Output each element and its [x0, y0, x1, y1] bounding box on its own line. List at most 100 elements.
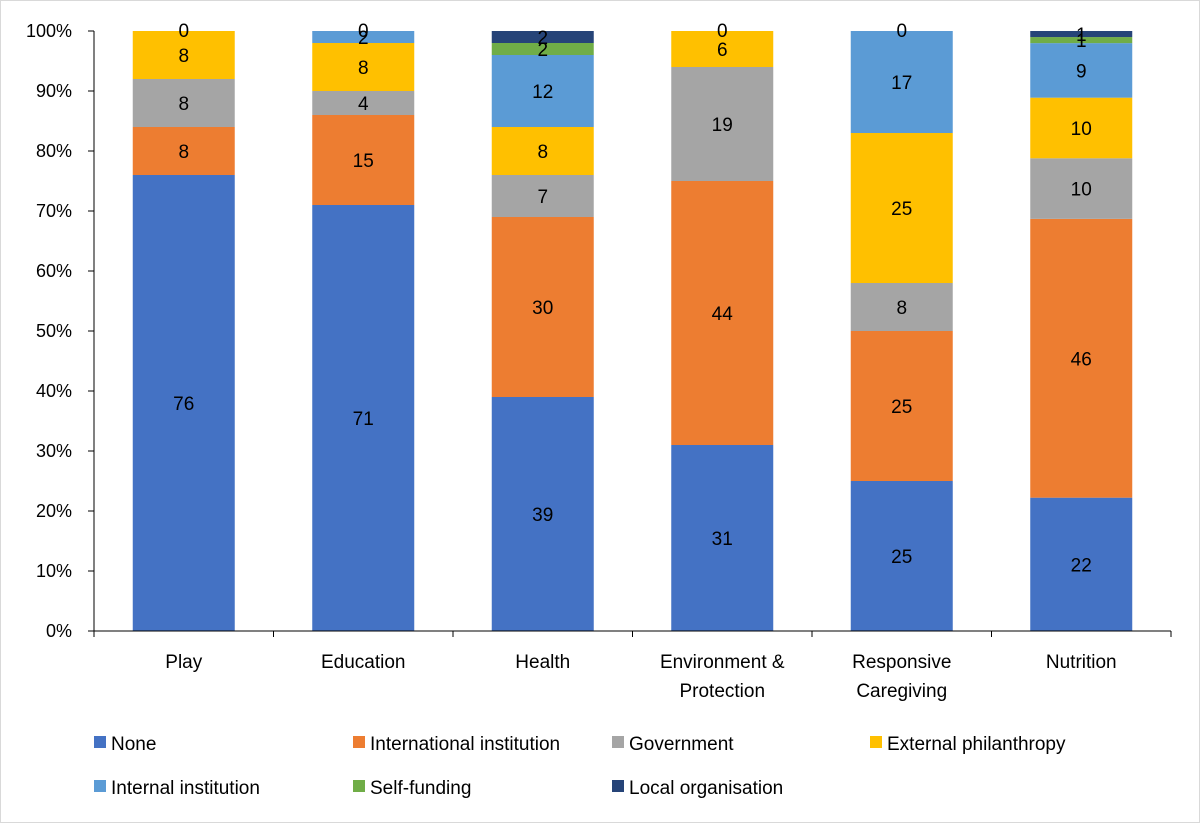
bar-segment [850, 31, 953, 133]
y-tick-label: 40% [36, 381, 72, 401]
x-category-label: Education [321, 652, 406, 673]
data-label: 19 [712, 115, 733, 136]
bar-segment [312, 91, 415, 115]
bar-segment [491, 217, 594, 397]
bar-segment [850, 331, 953, 481]
bar-segment [671, 445, 774, 631]
legend-swatch [353, 736, 365, 748]
bar-segment [1030, 43, 1133, 98]
data-label: 8 [537, 142, 548, 163]
legend-swatch [94, 780, 106, 792]
data-label: 2 [537, 40, 548, 61]
legend-label: Local organisation [629, 778, 783, 799]
x-category-label: Nutrition [1046, 652, 1117, 673]
bar-segment [850, 283, 953, 331]
legend-swatch [94, 736, 106, 748]
bar-segment [132, 31, 235, 79]
y-axis: 0% 10% 20% 30% 40% 50% 60% 70% 80% 90% 100% [26, 21, 95, 641]
data-label: 1 [1076, 25, 1087, 46]
legend-swatch [353, 780, 365, 792]
data-label: 4 [358, 94, 369, 115]
data-label: 8 [178, 46, 189, 67]
legend-label: Internal institution [111, 778, 260, 799]
bar-segment [312, 31, 415, 43]
y-tick-label: 50% [36, 321, 72, 341]
data-label: 12 [532, 82, 553, 103]
bar-segment [850, 133, 953, 283]
data-label: 31 [712, 529, 733, 550]
data-label: 2 [537, 28, 548, 49]
data-label: 8 [178, 142, 189, 163]
y-tick-label: 90% [36, 81, 72, 101]
bar-segment [132, 127, 235, 175]
bar-segment [1030, 37, 1133, 44]
x-category-label: Play [165, 652, 202, 673]
bar-segment [671, 181, 774, 445]
y-tick-label: 0% [46, 621, 72, 641]
data-label: 2 [358, 28, 369, 49]
data-label: 44 [712, 304, 734, 325]
legend-swatch [612, 780, 624, 792]
bars [132, 31, 1133, 631]
legend-label: External philanthropy [887, 734, 1066, 755]
legend-label: Government [629, 734, 734, 755]
data-label: 76 [173, 394, 194, 415]
y-tick-label: 30% [36, 441, 72, 461]
data-label: 10 [1071, 119, 1092, 140]
legend-swatch [870, 736, 882, 748]
bar-segment [491, 397, 594, 631]
data-label: 71 [353, 409, 374, 430]
data-label: 46 [1071, 349, 1092, 370]
bar-segment [671, 31, 774, 67]
legend: None International institution Government E… [94, 734, 1066, 799]
data-label: 7 [537, 187, 548, 208]
data-label: 0 [896, 21, 907, 42]
bar-segment [850, 481, 953, 631]
data-label: 6 [717, 40, 728, 61]
y-tick-label: 70% [36, 201, 72, 221]
data-label: 0 [178, 21, 189, 42]
y-tick-label: 80% [36, 141, 72, 161]
bar-segment [312, 43, 415, 91]
data-label: 30 [532, 298, 553, 319]
y-tick-label: 20% [36, 501, 72, 521]
legend-label: Self-funding [370, 778, 471, 799]
data-label: 0 [717, 21, 728, 42]
legend-label: International institution [370, 734, 560, 755]
x-category-label: Responsive Caregiving [852, 652, 951, 702]
data-label: 0 [358, 21, 369, 42]
bar-segment [491, 43, 594, 55]
data-label: 1 [1076, 31, 1087, 52]
data-label: 25 [891, 397, 912, 418]
bar-segment [132, 175, 235, 631]
data-label: 15 [353, 151, 374, 172]
x-category-label: Health [515, 652, 570, 673]
data-label: 8 [178, 94, 189, 115]
bar-segment [671, 67, 774, 181]
data-labels: 7688807115482039307812223144196025258251… [173, 21, 1092, 576]
bar-segment [312, 115, 415, 205]
bar-segment [491, 55, 594, 127]
legend-swatch [612, 736, 624, 748]
y-tick-label: 10% [36, 561, 72, 581]
bar-segment [312, 205, 415, 631]
x-category-label: Environment & Protection [660, 652, 785, 702]
data-label: 25 [891, 199, 912, 220]
bar-segment [1030, 218, 1133, 498]
bar-segment [491, 127, 594, 175]
bar-segment [1030, 497, 1133, 631]
bar-segment [132, 79, 235, 127]
bar-segment [1030, 158, 1133, 219]
data-label: 8 [358, 58, 369, 79]
y-tick-label: 100% [26, 21, 72, 41]
legend-label: None [111, 734, 156, 755]
data-label: 8 [896, 298, 907, 319]
data-label: 10 [1071, 180, 1092, 201]
bar-segment [1030, 31, 1133, 38]
bar-segment [1030, 97, 1133, 159]
data-label: 17 [891, 73, 912, 94]
x-axis: Play Education Health Environment & Protecti… [93, 630, 1172, 702]
data-label: 39 [532, 505, 553, 526]
